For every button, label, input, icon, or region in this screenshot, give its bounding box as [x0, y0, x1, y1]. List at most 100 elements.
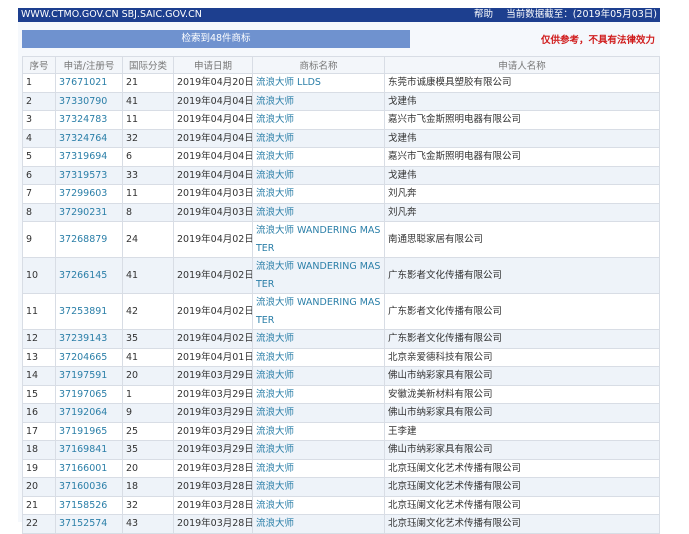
class-cell: 41	[122, 347, 174, 367]
table-row: 4 37324764 32 2019年04月04日 流浪大师 戈建伟	[22, 128, 660, 148]
mark-name-link[interactable]: 流浪大师	[252, 329, 385, 349]
reg-number-link[interactable]: 37160036	[55, 477, 123, 497]
mark-name-link[interactable]: 流浪大师	[252, 440, 385, 460]
applicant-cell: 北京珏阑文化艺术传播有限公司	[384, 458, 660, 478]
mark-name-link[interactable]: 流浪大师	[252, 128, 385, 148]
mark-name-link[interactable]: 流浪大师	[252, 495, 385, 515]
class-cell: 6	[122, 147, 174, 167]
mark-name-link[interactable]: 流浪大师 LLDS	[252, 73, 385, 93]
reg-number-link[interactable]: 37319694	[55, 147, 123, 167]
date-cell: 2019年04月20日	[173, 73, 253, 93]
table-row: 8 37290231 8 2019年04月03日 流浪大师 刘凡奔	[22, 202, 660, 222]
row-index: 10	[22, 257, 56, 294]
row-index: 15	[22, 384, 56, 404]
mark-name-link[interactable]: 流浪大师 WANDERING MASTER	[252, 257, 385, 294]
row-index: 8	[22, 202, 56, 222]
reg-number-link[interactable]: 37158526	[55, 495, 123, 515]
mark-name-link[interactable]: 流浪大师	[252, 421, 385, 441]
date-cell: 2019年03月28日	[173, 514, 253, 534]
reg-number-link[interactable]: 37266145	[55, 257, 123, 294]
reg-number-link[interactable]: 37324783	[55, 110, 123, 130]
reg-number-link[interactable]: 37166001	[55, 458, 123, 478]
class-cell: 35	[122, 329, 174, 349]
reg-number-link[interactable]: 37253891	[55, 293, 123, 330]
mark-name-link[interactable]: 流浪大师	[252, 458, 385, 478]
table-row: 3 37324783 11 2019年04月04日 流浪大师 嘉兴市飞金斯照明电器有限公司	[22, 110, 660, 130]
col-mark-name: 商标名称	[252, 56, 385, 74]
reg-number-link[interactable]: 37671021	[55, 73, 123, 93]
mark-name-link[interactable]: 流浪大师	[252, 477, 385, 497]
row-index: 9	[22, 221, 56, 258]
reg-number-link[interactable]: 37197591	[55, 366, 123, 386]
class-cell: 18	[122, 477, 174, 497]
mark-name-link[interactable]: 流浪大师	[252, 347, 385, 367]
row-index: 2	[22, 91, 56, 111]
class-cell: 32	[122, 128, 174, 148]
table-row: 5 37319694 6 2019年04月04日 流浪大师 嘉兴市飞金斯照明电器有限公司	[22, 147, 660, 167]
result-count-bar[interactable]: 检索到48件商标	[22, 30, 410, 48]
mark-name-link[interactable]: 流浪大师	[252, 366, 385, 386]
mark-name-link[interactable]: 流浪大师	[252, 147, 385, 167]
table-row: 1 37671021 21 2019年04月20日 流浪大师 LLDS 东莞市诚康模具塑胶…	[22, 73, 660, 93]
table-row: 21 37158526 32 2019年03月28日 流浪大师 北京珏阑文化艺术传播有限公…	[22, 495, 660, 515]
applicant-cell: 刘凡奔	[384, 202, 660, 222]
date-cell: 2019年04月03日	[173, 184, 253, 204]
row-index: 21	[22, 495, 56, 515]
mark-name-link[interactable]: 流浪大师	[252, 514, 385, 534]
mark-name-link[interactable]: 流浪大师	[252, 202, 385, 222]
mark-name-link[interactable]: 流浪大师 WANDERING MASTER	[252, 293, 385, 330]
reg-number-link[interactable]: 37197065	[55, 384, 123, 404]
class-cell: 25	[122, 421, 174, 441]
reg-number-link[interactable]: 37290231	[55, 202, 123, 222]
reg-number-link[interactable]: 37191965	[55, 421, 123, 441]
date-cell: 2019年04月04日	[173, 147, 253, 167]
table-row: 2 37330790 41 2019年04月04日 流浪大师 戈建伟	[22, 91, 660, 111]
class-cell: 33	[122, 165, 174, 185]
col-index: 序号	[22, 56, 56, 74]
reg-number-link[interactable]: 37299603	[55, 184, 123, 204]
mark-name-link[interactable]: 流浪大师	[252, 110, 385, 130]
applicant-cell: 安徽泷美新材料有限公司	[384, 384, 660, 404]
col-class: 国际分类	[122, 56, 174, 74]
date-cell: 2019年04月04日	[173, 110, 253, 130]
mark-name-link[interactable]: 流浪大师 WANDERING MASTER	[252, 221, 385, 258]
reg-number-link[interactable]: 37169841	[55, 440, 123, 460]
class-cell: 32	[122, 495, 174, 515]
reg-number-link[interactable]: 37152574	[55, 514, 123, 534]
results-table: 序号 申请/注册号 国际分类 申请日期 商标名称 申请人名称 1 37671021…	[22, 56, 660, 534]
date-cell: 2019年04月03日	[173, 202, 253, 222]
table-row: 13 37204665 41 2019年04月01日 流浪大师 北京亲爱德科技有限公司	[22, 347, 660, 367]
class-cell: 42	[122, 293, 174, 330]
mark-name-link[interactable]: 流浪大师	[252, 184, 385, 204]
reg-number-link[interactable]: 37324764	[55, 128, 123, 148]
table-row: 19 37166001 20 2019年03月28日 流浪大师 北京珏阑文化艺术传播有限公…	[22, 458, 660, 478]
date-cell: 2019年03月29日	[173, 384, 253, 404]
applicant-cell: 戈建伟	[384, 91, 660, 111]
applicant-cell: 广东影者文化传播有限公司	[384, 257, 660, 294]
reg-number-link[interactable]: 37330790	[55, 91, 123, 111]
mark-name-link[interactable]: 流浪大师	[252, 91, 385, 111]
applicant-cell: 王李建	[384, 421, 660, 441]
mark-name-link[interactable]: 流浪大师	[252, 384, 385, 404]
reg-number-link[interactable]: 37204665	[55, 347, 123, 367]
date-cell: 2019年04月02日	[173, 293, 253, 330]
row-index: 20	[22, 477, 56, 497]
data-date: 当前数据截至：(2019年05月03日)	[506, 9, 657, 20]
class-cell: 9	[122, 403, 174, 423]
reg-number-link[interactable]: 37268879	[55, 221, 123, 258]
class-cell: 24	[122, 221, 174, 258]
applicant-cell: 南通思聪家居有限公司	[384, 221, 660, 258]
mark-name-link[interactable]: 流浪大师	[252, 165, 385, 185]
reg-number-link[interactable]: 37192064	[55, 403, 123, 423]
site-url: WWW.CTMO.GOV.CN SBJ.SAIC.GOV.CN	[21, 9, 202, 20]
table-row: 15 37197065 1 2019年03月29日 流浪大师 安徽泷美新材料有限公司	[22, 384, 660, 404]
mark-name-link[interactable]: 流浪大师	[252, 403, 385, 423]
class-cell: 11	[122, 110, 174, 130]
reg-number-link[interactable]: 37319573	[55, 165, 123, 185]
applicant-cell: 佛山市纳彩家具有限公司	[384, 403, 660, 423]
help-link[interactable]: 帮助	[474, 9, 494, 20]
reg-number-link[interactable]: 37239143	[55, 329, 123, 349]
date-cell: 2019年04月04日	[173, 91, 253, 111]
class-cell: 41	[122, 91, 174, 111]
top-banner: WWW.CTMO.GOV.CN SBJ.SAIC.GOV.CN 帮助 当前数据截…	[18, 8, 660, 22]
